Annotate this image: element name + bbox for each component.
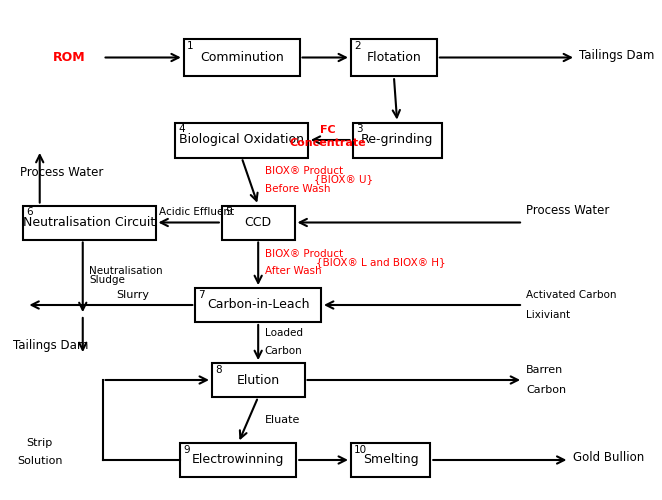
Text: Electrowinning: Electrowinning [192, 454, 285, 466]
Text: Barren: Barren [526, 365, 563, 375]
FancyBboxPatch shape [180, 443, 296, 477]
Text: 8: 8 [215, 365, 222, 375]
Text: 7: 7 [199, 290, 205, 300]
Text: Neutralisation Circuit: Neutralisation Circuit [23, 216, 156, 229]
Text: 2: 2 [354, 41, 361, 51]
Text: 10: 10 [354, 445, 367, 455]
Text: 1: 1 [187, 41, 194, 51]
Text: Activated Carbon: Activated Carbon [526, 290, 617, 300]
Text: Tailings Dam: Tailings Dam [579, 48, 655, 62]
FancyBboxPatch shape [222, 206, 295, 240]
Text: 9: 9 [183, 445, 191, 455]
Text: 4: 4 [179, 124, 185, 134]
Text: 5: 5 [225, 208, 232, 218]
Text: Gold Bullion: Gold Bullion [573, 451, 644, 464]
Text: Carbon-in-Leach: Carbon-in-Leach [207, 298, 309, 312]
Text: Re-grinding: Re-grinding [361, 134, 434, 146]
Text: 6: 6 [26, 208, 33, 218]
FancyBboxPatch shape [212, 363, 305, 397]
Text: Sludge: Sludge [89, 275, 125, 285]
Text: Acidic Effluent: Acidic Effluent [159, 208, 234, 218]
FancyBboxPatch shape [23, 206, 156, 240]
Text: Lixiviant: Lixiviant [526, 310, 571, 320]
Text: Smelting: Smelting [363, 454, 418, 466]
Text: Elution: Elution [236, 374, 280, 386]
FancyBboxPatch shape [183, 39, 299, 76]
Text: {BIOX® U}: {BIOX® U} [314, 174, 373, 184]
FancyBboxPatch shape [352, 122, 442, 158]
Text: Strip: Strip [26, 438, 53, 448]
Text: Flotation: Flotation [367, 51, 421, 64]
Text: Slurry: Slurry [116, 290, 149, 300]
Text: BIOX® Product: BIOX® Product [265, 166, 343, 176]
Text: Biological Oxidation: Biological Oxidation [179, 134, 304, 146]
Text: Neutralisation: Neutralisation [89, 266, 163, 276]
Text: Loaded: Loaded [265, 328, 303, 338]
Text: FC: FC [320, 125, 336, 135]
Text: Concentrate: Concentrate [289, 138, 366, 147]
Text: Comminution: Comminution [200, 51, 283, 64]
Text: Carbon: Carbon [265, 346, 303, 356]
Text: CCD: CCD [245, 216, 271, 229]
Text: Eluate: Eluate [265, 415, 300, 425]
Text: 3: 3 [356, 124, 363, 134]
FancyBboxPatch shape [351, 443, 430, 477]
Text: {BIOX® L and BIOX® H}: {BIOX® L and BIOX® H} [316, 257, 446, 266]
Text: BIOX® Product: BIOX® Product [265, 248, 343, 259]
Text: Process Water: Process Water [526, 204, 610, 218]
FancyBboxPatch shape [195, 288, 321, 322]
Text: Carbon: Carbon [526, 385, 567, 395]
FancyBboxPatch shape [175, 122, 308, 158]
Text: Solution: Solution [17, 456, 62, 466]
Text: Process Water: Process Water [20, 166, 103, 179]
Text: Before Wash: Before Wash [265, 184, 330, 194]
Text: After Wash: After Wash [265, 266, 322, 276]
Text: ROM: ROM [53, 51, 85, 64]
FancyBboxPatch shape [351, 39, 437, 76]
Text: Tailings Dam: Tailings Dam [13, 338, 89, 351]
